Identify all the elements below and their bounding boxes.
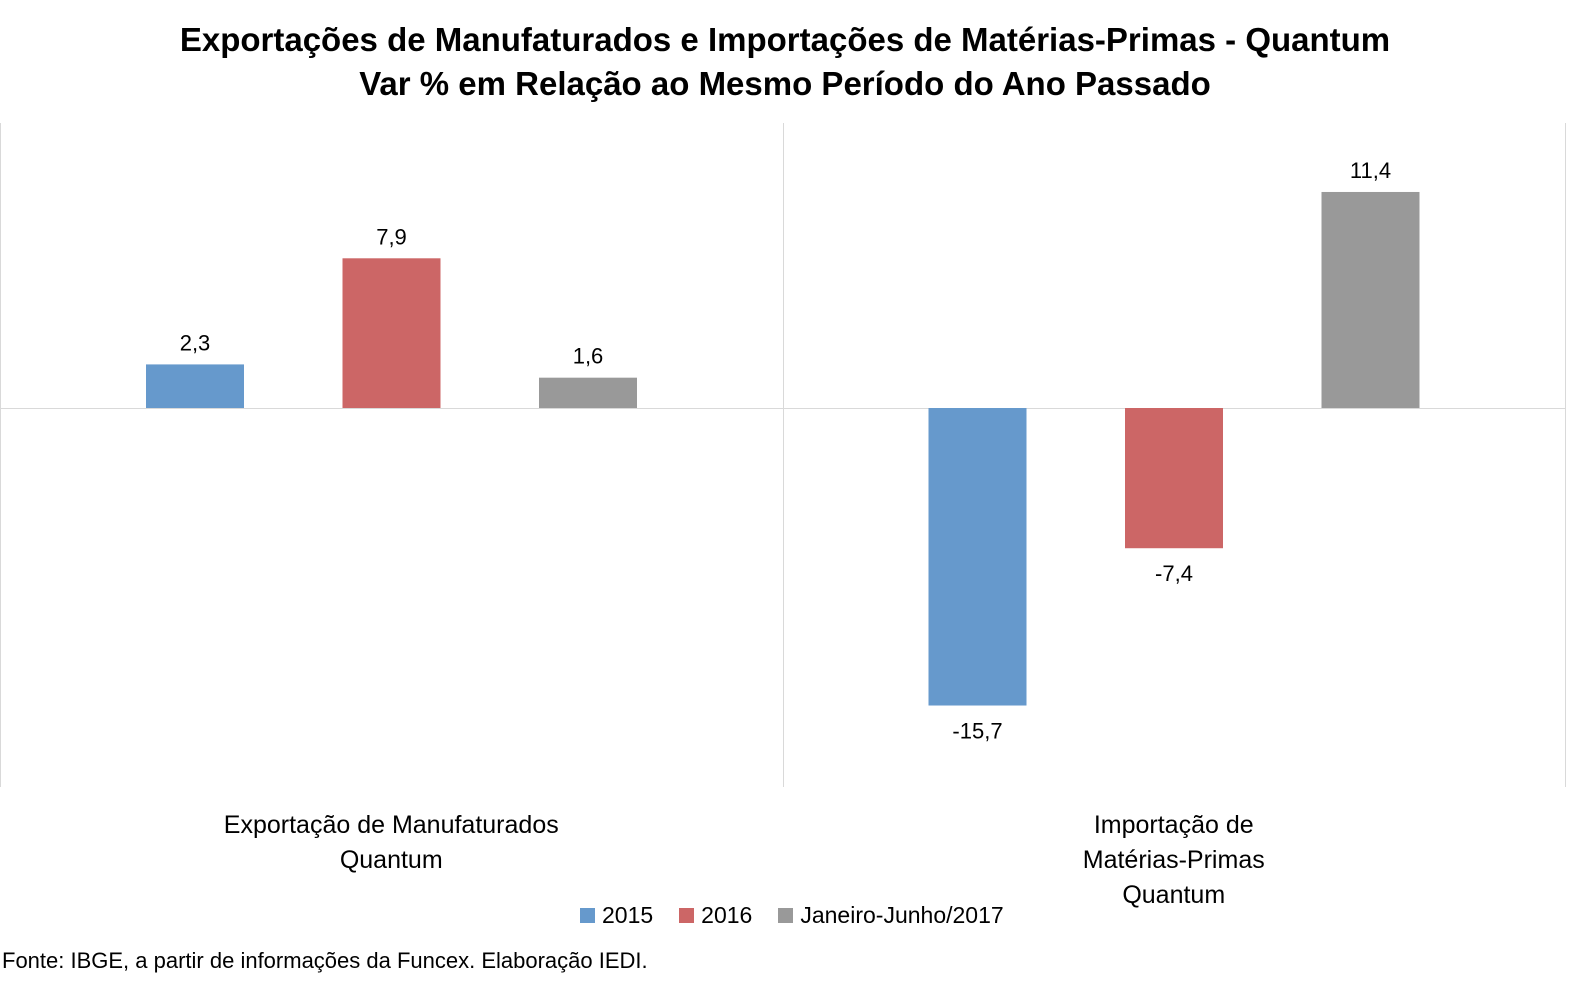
- category-label-2-line-2: Matérias-Primas: [1083, 846, 1265, 874]
- data-label-2016-cat-2: -7,4: [1155, 561, 1193, 586]
- chart-title: Exportações de Manufaturados e Importaçõ…: [0, 18, 1570, 106]
- category-label-1-line-2: Quantum: [340, 846, 443, 874]
- bar-2016-cat-2: [1125, 408, 1223, 549]
- chart-title-line-2: Var % em Relação ao Mesmo Período do Ano…: [359, 65, 1211, 102]
- bar-2015-cat-2: [928, 408, 1027, 706]
- category-label-2-line-3: Quantum: [1122, 881, 1225, 909]
- legend-item-2017: Janeiro-Junho/2017: [778, 901, 1004, 929]
- data-label-2017-cat-1: 1,6: [573, 344, 604, 369]
- data-label-2016-cat-1: 7,9: [376, 224, 407, 249]
- legend-label-2017: Janeiro-Junho/2017: [800, 901, 1004, 928]
- category-label-2-line-1: Importação de: [1094, 811, 1254, 839]
- data-label-2017-cat-2: 11,4: [1350, 158, 1391, 183]
- legend: 2015 2016 Janeiro-Junho/2017: [580, 900, 1030, 930]
- legend-swatch-2015: [580, 907, 595, 923]
- legend-item-2015: 2015: [580, 902, 653, 929]
- legend-swatch-2017: [778, 907, 794, 923]
- category-label-1-line-1: Exportação de Manufaturados: [224, 811, 559, 839]
- bar-2017-cat-1: [539, 377, 637, 408]
- source-note: Fonte: IBGE, a partir de informações da …: [2, 948, 648, 973]
- legend-label-2015: 2015: [602, 901, 654, 928]
- legend-label-2016: 2016: [701, 901, 753, 928]
- legend-swatch-2016: [679, 907, 695, 923]
- bar-2016-cat-1: [342, 258, 441, 408]
- bar-2017-cat-2: [1321, 191, 1420, 408]
- data-label-2015-cat-1: 2,3: [180, 330, 211, 355]
- data-label-2015-cat-2: -15,7: [952, 719, 1002, 744]
- legend-item-2016: 2016: [679, 902, 752, 929]
- chart-title-line-1: Exportações de Manufaturados e Importaçõ…: [179, 21, 1391, 58]
- bar-2015-cat-1: [146, 364, 244, 408]
